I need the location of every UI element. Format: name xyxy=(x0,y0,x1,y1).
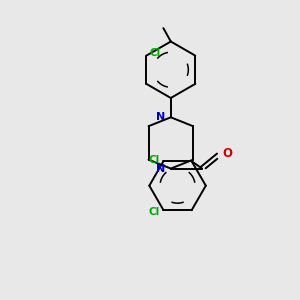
Text: Cl: Cl xyxy=(150,48,161,58)
Text: N: N xyxy=(156,164,166,174)
Text: Cl: Cl xyxy=(148,207,160,217)
Text: N: N xyxy=(156,112,166,122)
Text: O: O xyxy=(222,147,232,160)
Text: Cl: Cl xyxy=(148,155,160,165)
